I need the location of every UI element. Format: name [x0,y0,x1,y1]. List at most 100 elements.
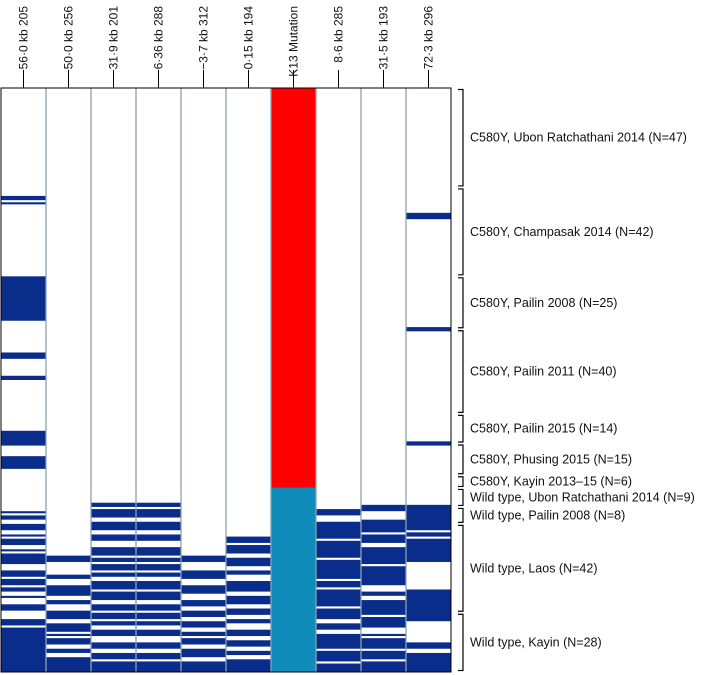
variant-cell [406,532,451,537]
group-label-0: C580Y, Ubon Ratchathani 2014 (N=47) [470,131,687,145]
group-bracket-2 [458,277,464,329]
variant-cell [1,578,46,586]
variant-cell [361,566,406,586]
group-bracket-4 [458,414,464,443]
variant-cell [1,570,46,577]
column-label-1: −50·0 kb 256 [62,6,76,77]
group-bracket-6 [458,476,464,488]
variant-cell [91,642,136,649]
variant-cell [46,585,91,596]
grid-frame [0,87,452,673]
variant-cell [406,504,451,531]
group-label-8: Wild type, Pailin 2008 (N=8) [470,508,625,522]
column-label-8: 31·5 kb 193 [377,6,391,70]
variant-cell [226,581,271,592]
variant-cell [226,536,271,543]
variant-cell [226,545,271,554]
variant-cell [1,375,46,380]
column-label-7: 8·6 kb 285 [332,6,346,63]
variant-cell [316,540,361,558]
group-label-10: Wild type, Kayin (N=28) [470,635,602,649]
variant-cell [1,511,46,514]
variant-cell [361,547,406,565]
column-tick-lines [23,70,429,88]
column-label-5: −0·15 kb 194 [242,6,256,77]
variant-cell [1,523,46,531]
variant-cell [181,600,226,607]
variant-cell [181,648,226,658]
variant-cell [91,534,136,541]
group-bracket-9 [458,524,464,612]
variant-cell [91,557,136,562]
variant-cell [46,555,91,562]
variant-cell [1,587,46,592]
variant-cell [46,657,91,672]
variant-cell [316,581,361,588]
variant-cell [136,581,181,590]
variant-cell [136,621,181,626]
variant-cell [91,509,136,518]
variant-cell [361,519,406,533]
variant-cell [91,629,136,637]
variant-cell [226,595,271,605]
variant-cell [181,610,226,617]
variant-cell [46,633,91,637]
column-labels: −56·0 kb 205 −50·0 kb 256 −31·9 kb 201 −6·3… [17,6,436,77]
column-label-9: 72·3 kb 296 [422,6,436,70]
variant-cell [226,608,271,615]
variant-cell [91,604,136,611]
group-labels: C580Y, Ubon Ratchathani 2014 (N=47) C580Y… [470,131,695,650]
variant-cell [361,600,406,615]
group-bracket-8 [458,507,464,523]
variant-cell [136,652,181,660]
variant-cell [406,538,451,562]
variant-cell [226,570,271,575]
variant-cell [1,549,46,552]
variant-cell [136,572,181,577]
variant-cell [226,619,271,624]
variant-cell [136,629,181,637]
variant-cell [1,538,46,546]
variant-cell [226,659,271,672]
variant-cell [136,509,181,518]
group-label-9: Wild type, Laos (N=42) [470,561,597,575]
variant-cell [181,555,226,562]
variant-cell [91,621,136,626]
variant-cell [316,589,361,607]
column-label-2: −31·9 kb 201 [107,6,121,77]
group-bracket-0 [458,88,464,187]
column-label-0: −56·0 kb 205 [17,6,31,77]
group-label-3: C580Y, Pailin 2011 (N=40) [470,365,617,379]
variant-cell [46,574,91,579]
variant-cell [361,591,406,596]
variant-cell [46,638,91,645]
variant-cell [406,652,451,672]
variant-cell [136,547,181,556]
group-label-5: C580Y, Phusing 2015 (N=15) [470,452,632,466]
variant-cell [136,642,181,649]
variant-cell [91,661,136,672]
variant-cell [136,521,181,531]
variant-cell [1,553,46,565]
group-label-7: Wild type, Ubon Ratchathani 2014 (N=9) [470,490,695,504]
column-label-4: −3·7 kb 312 [197,6,211,70]
variant-cell [316,509,361,516]
group-label-4: C580Y, Pailin 2015 (N=14) [470,422,617,436]
k13-wildtype-block [271,487,316,672]
group-bracket-10 [458,613,464,672]
variant-cell [136,591,181,601]
variant-cell [46,623,91,632]
variant-cell [226,640,271,647]
group-bracket-5 [458,444,464,475]
variant-cell [1,456,46,469]
variant-cell [46,610,91,620]
variant-cell [181,621,226,628]
variant-cell [361,638,406,649]
variant-cell [136,604,181,611]
variant-cell [136,661,181,672]
variant-cell [406,212,451,220]
variant-cell [361,534,406,543]
variant-cell [361,633,406,637]
variant-cell [316,521,361,539]
